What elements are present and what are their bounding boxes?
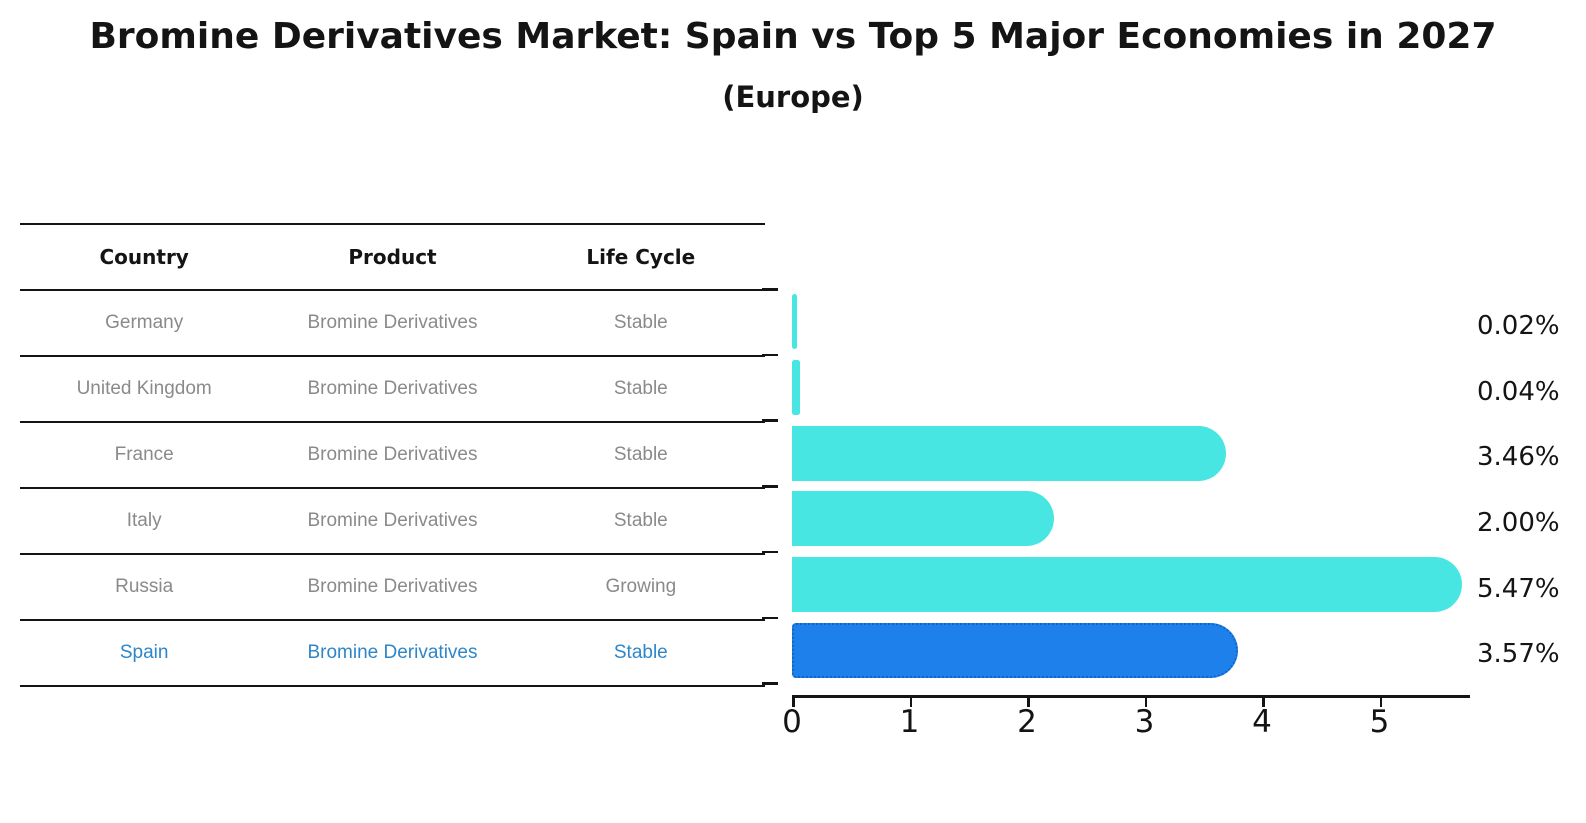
table-row-russia: Russia Bromine Derivatives Growing bbox=[20, 555, 765, 621]
table-cell-life-cycle: Stable bbox=[613, 312, 668, 333]
table-header-country: Country bbox=[99, 245, 189, 269]
x-axis-tick-label-0: 0 bbox=[782, 704, 802, 740]
bar-france bbox=[792, 425, 1226, 481]
bar-italy bbox=[792, 491, 1054, 547]
x-axis-tick-label-4: 4 bbox=[1252, 704, 1272, 740]
table-cell-country: Italy bbox=[126, 510, 162, 531]
table-cell-country: Russia bbox=[115, 576, 174, 597]
x-axis-tick-label-3: 3 bbox=[1134, 704, 1155, 740]
chart-title: Bromine Derivatives Market: Spain vs Top… bbox=[89, 16, 1497, 57]
x-axis-tick-4 bbox=[1262, 695, 1265, 707]
bar-united-kingdom bbox=[792, 360, 800, 416]
x-axis-line bbox=[792, 695, 1470, 698]
bar-germany bbox=[792, 294, 798, 350]
x-axis-tick-5 bbox=[1379, 695, 1382, 707]
country-info-table: Country Product Life Cycle Germany Bromine D… bbox=[20, 223, 765, 687]
bar-value-label-france: 3.46% bbox=[1477, 442, 1560, 473]
table-cell-product: Bromine Derivatives bbox=[307, 378, 478, 399]
table-row-germany: Germany Bromine Derivatives Stable bbox=[20, 291, 765, 357]
bar-spain bbox=[792, 622, 1239, 678]
bar-value-label-italy: 2.00% bbox=[1477, 507, 1560, 538]
table-cell-product: Bromine Derivatives bbox=[307, 642, 478, 663]
bar-value-label-germany: 0.02% bbox=[1477, 310, 1560, 341]
table-row-spain: Spain Bromine Derivatives Stable bbox=[20, 621, 765, 687]
table-row-france: France Bromine Derivatives Stable bbox=[20, 423, 765, 489]
table-row-united-kingdom: United Kingdom Bromine Derivatives Stable bbox=[20, 357, 765, 423]
table-cell-country: Spain bbox=[119, 642, 169, 663]
table-cell-country: United Kingdom bbox=[76, 378, 212, 399]
table-cell-life-cycle: Stable bbox=[613, 642, 668, 663]
x-axis-tick-1 bbox=[909, 695, 912, 707]
y-axis-tick bbox=[762, 485, 778, 488]
x-axis-tick-3 bbox=[1144, 695, 1147, 707]
x-axis-tick-label-5: 5 bbox=[1369, 704, 1390, 740]
y-axis-tick bbox=[762, 682, 778, 685]
bar-russia bbox=[792, 557, 1462, 613]
table-cell-life-cycle: Growing bbox=[605, 576, 677, 597]
y-axis-tick bbox=[762, 550, 778, 554]
table-cell-country: Germany bbox=[105, 312, 184, 333]
table-cell-product: Bromine Derivatives bbox=[307, 444, 478, 465]
y-axis-tick bbox=[762, 353, 778, 357]
bar-value-label-russia: 5.47% bbox=[1477, 573, 1560, 604]
table-header-life-cycle: Life Cycle bbox=[586, 245, 696, 269]
table-cell-life-cycle: Stable bbox=[613, 510, 668, 531]
table-cell-country: France bbox=[114, 444, 174, 465]
table-cell-life-cycle: Stable bbox=[613, 378, 668, 399]
x-axis-tick-2 bbox=[1027, 695, 1030, 707]
table-header-row: Country Product Life Cycle bbox=[20, 225, 765, 291]
table-cell-product: Bromine Derivatives bbox=[307, 510, 478, 531]
table-header-product: Product bbox=[348, 245, 437, 269]
table-cell-product: Bromine Derivatives bbox=[307, 576, 478, 597]
x-axis-tick-label-2: 2 bbox=[1017, 704, 1037, 740]
table-row-italy: Italy Bromine Derivatives Stable bbox=[20, 489, 765, 555]
y-axis-tick bbox=[762, 616, 778, 620]
bar-value-label-united-kingdom: 0.04% bbox=[1477, 376, 1560, 407]
x-axis-tick-0 bbox=[792, 695, 795, 707]
y-axis-tick bbox=[762, 419, 778, 422]
chart-subtitle: (Europe) bbox=[722, 80, 864, 114]
table-cell-life-cycle: Stable bbox=[613, 444, 668, 465]
y-axis-tick bbox=[762, 288, 778, 291]
table-cell-product: Bromine Derivatives bbox=[307, 312, 478, 333]
bar-value-label-spain: 3.57% bbox=[1477, 639, 1560, 670]
x-axis-tick-label-1: 1 bbox=[899, 704, 920, 740]
